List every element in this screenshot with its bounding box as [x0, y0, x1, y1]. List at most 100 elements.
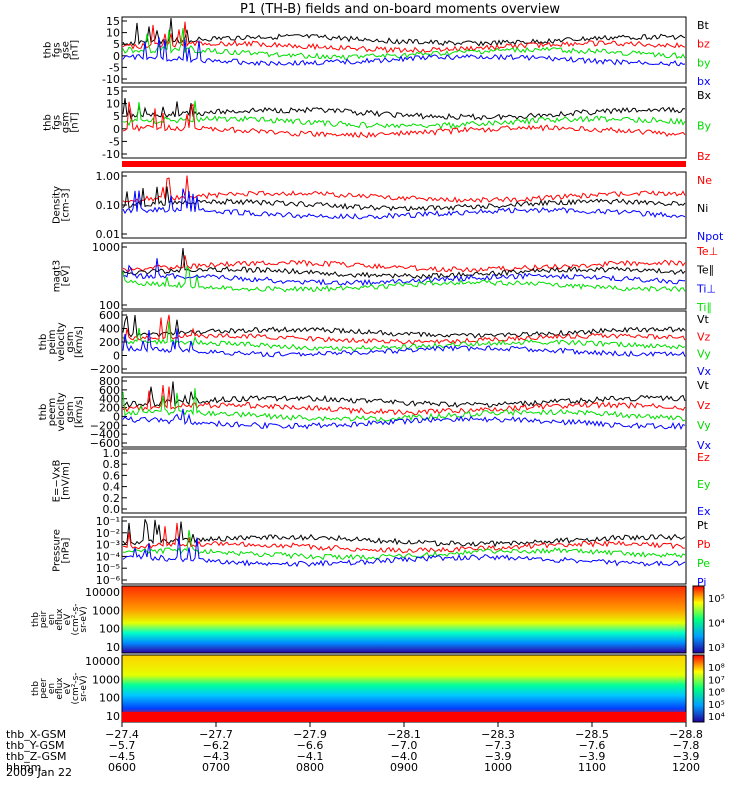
xaxis-value: −6.6 [297, 739, 324, 752]
colorbar-tick-label: 10³ [708, 643, 725, 654]
y-tick-label: 0 [113, 410, 120, 423]
y-axis-label: thb [38, 334, 49, 351]
y-axis-label: velocity [56, 392, 67, 431]
legend-Vz: Vz [697, 330, 711, 343]
xaxis-value: 0900 [390, 761, 418, 774]
y-tick-label: 10 [106, 27, 120, 40]
y-tick-label: 0.4 [103, 481, 121, 494]
panel-pressure: 10⁻¹10⁻²10⁻³10⁻⁴10⁻⁵10⁻⁶ Pressure[nPa] Pt P… [52, 515, 711, 589]
legend-Vt: Vt [697, 313, 710, 326]
xaxis-value: −7.8 [673, 739, 700, 752]
y-axis-label: eV [63, 682, 73, 695]
y-axis-label: [mV/m] [61, 462, 72, 500]
series-Ti∥ [122, 265, 686, 293]
y-tick-label: 5 [113, 110, 120, 123]
y-axis-label: sr-eV) [79, 675, 89, 701]
legend-Vz: Vz [697, 399, 711, 412]
y-axis-label: Density [52, 186, 63, 224]
y-axis-label: peem [47, 398, 58, 426]
legend-bz: bz [697, 38, 710, 51]
xaxis-value: −4.5 [109, 750, 136, 763]
xaxis-value: −28.1 [387, 728, 421, 741]
y-axis-label: [km/s] [74, 396, 85, 428]
y-tick-label: 5 [113, 38, 120, 51]
legend-Vx: Vx [697, 365, 712, 378]
xaxis-value: 1200 [672, 761, 700, 774]
y-axis-label: velocity [56, 322, 67, 361]
y-axis-label: [km/s] [74, 326, 85, 358]
y-axis-label: thb [43, 42, 54, 59]
y-tick-label: 15 [106, 15, 120, 28]
colorbar-tick-label: 10⁵ [708, 700, 725, 711]
legend-Ez: Ez [697, 451, 710, 464]
series-Te⊥ [122, 255, 686, 273]
y-axis-label: E=−VxB [52, 460, 63, 503]
y-tick-label: 800 [99, 375, 120, 388]
bottom-band [122, 712, 686, 722]
xaxis-value: −7.0 [391, 739, 418, 752]
series-Bt [122, 17, 686, 47]
y-tick-label: 0.10 [96, 199, 121, 212]
y-tick-label: -5 [109, 135, 120, 148]
colorbar-tick-label: 10⁷ [708, 675, 725, 686]
legend-Te⊥: Te⊥ [696, 245, 718, 258]
xaxis-value: −4.3 [203, 750, 230, 763]
y-axis-label: thb [31, 612, 41, 627]
series-Ti⊥ [122, 258, 685, 287]
legend-Ni: Ni [697, 202, 708, 215]
y-tick-label: 1000 [92, 604, 120, 617]
series-Ne [122, 175, 686, 204]
legend-Bz: Bz [697, 150, 711, 163]
series-Pe [122, 529, 686, 561]
y-tick-label: 400 [99, 393, 120, 406]
figure-title: P1 (TH-B) fields and on-board moments ov… [240, 2, 560, 17]
panel-frame [121, 376, 687, 448]
y-tick-label: 10⁻³ [96, 539, 120, 552]
legend-Vy: Vy [697, 348, 711, 361]
colorbar-tick-label: 10⁶ [708, 688, 725, 699]
xaxis-value: −3.9 [673, 750, 700, 763]
y-tick-label: 100 [99, 692, 120, 705]
spectrogram-frame [121, 585, 687, 654]
xaxis-value: 0600 [108, 761, 136, 774]
y-axis-label: [nPa] [61, 537, 72, 563]
legend-By: By [697, 120, 712, 133]
series-Pt [122, 519, 686, 548]
series-Vt [122, 315, 686, 339]
y-axis-label: gse [61, 41, 72, 59]
y-tick-label: 600 [99, 309, 120, 322]
y-tick-label: 0 [113, 350, 120, 363]
y-axis-label: Pressure [52, 529, 63, 572]
y-axis-label: magt3 [52, 260, 63, 293]
xaxis-value: −27.7 [199, 728, 233, 741]
xaxis-value: −3.9 [485, 750, 512, 763]
series-Pi [122, 536, 686, 568]
spectrogram-peer-eflux: 10000 1000 100 10 thbpeerenefluxeV(cm²-s-sr-… [31, 654, 725, 723]
y-tick-label: 10 [106, 641, 120, 654]
y-axis-label: eV [63, 613, 73, 626]
panel-frame [121, 86, 687, 159]
date-label: 2009 Jan 22 [6, 766, 72, 779]
series-bx [122, 37, 686, 67]
xaxis-row-label: thb_Z-GSM [6, 750, 66, 763]
xaxis-value: 1100 [578, 761, 606, 774]
colorbar-tick-label: 10⁵ [708, 594, 725, 605]
y-axis-label: gsm [65, 331, 76, 352]
y-axis-label: thb [31, 681, 41, 696]
legend-bx: bx [697, 75, 711, 88]
legend-Bt: Bt [697, 19, 710, 32]
y-axis-label: peir [39, 610, 49, 628]
series-bz [122, 21, 686, 54]
y-tick-label: 10 [106, 710, 120, 723]
series-Bx [122, 97, 686, 121]
y-axis-label: gsm [65, 401, 76, 422]
y-tick-label: 0 [113, 123, 120, 136]
legend-Npot: Npot [697, 230, 724, 243]
series-Vz [122, 384, 686, 416]
xaxis-value: −4.0 [391, 750, 418, 763]
y-tick-label: 100 [99, 623, 120, 636]
y-axis-label: [nT] [70, 112, 81, 132]
y-tick-label: 10⁻⁶ [96, 574, 121, 587]
y-tick-label: 10⁻² [96, 527, 120, 540]
